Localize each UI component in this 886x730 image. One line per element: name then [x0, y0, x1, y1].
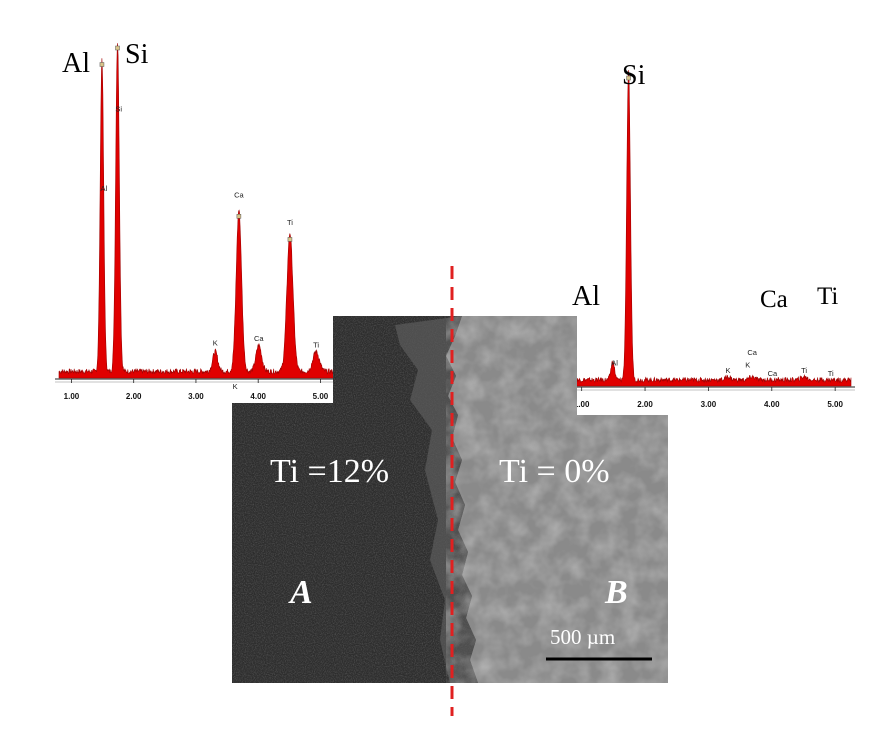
peak-marker-ti [287, 237, 293, 242]
x-tick-label: 4.00 [764, 400, 780, 409]
spectrum-a-plot: 1.00 2.00 3.00 4.00 5.00 Al Si Ca K Ti K Ca Ti [55, 43, 340, 401]
peak-label-ti: Ti [801, 366, 807, 375]
peak-label-ca: Ca [768, 369, 778, 378]
peak-label-k: K [745, 361, 750, 370]
x-tick-label: 1.00 [574, 400, 590, 409]
peak-label-k: K [726, 366, 731, 375]
spectrum-b: 1.00 2.00 3.00 4.00 5.00 Al Ca K K Ca Ti Ti [565, 60, 855, 415]
x-tick-label: 5.00 [827, 400, 843, 409]
spectrum-a-label-si: Si [125, 39, 149, 70]
spectrum-b-plot: 1.00 2.00 3.00 4.00 5.00 Al Ca K K Ca Ti Ti [565, 70, 855, 409]
x-tick-label: 2.00 [126, 392, 142, 401]
x-tick-label: 1.00 [64, 392, 80, 401]
spectrum-a: 1.00 2.00 3.00 4.00 5.00 Al Si Ca K Ti K Ca Ti [55, 40, 340, 410]
x-tick-label: 2.00 [637, 400, 653, 409]
region-b-label: B [605, 574, 628, 611]
spectrum-b-label-ca: Ca [760, 286, 788, 313]
sem-transition-band [395, 316, 478, 683]
peak-label-k: K [213, 339, 218, 348]
peak-marker-ca [236, 214, 242, 219]
peak-label-ti: Ti [313, 341, 319, 350]
spectrum-fill [58, 43, 337, 379]
spectrum-fill [568, 70, 852, 387]
region-a-label: A [290, 574, 313, 611]
peak-label-ca: Ca [234, 191, 244, 200]
x-tick-label: 3.00 [701, 400, 717, 409]
peak-label-si: Si [115, 105, 122, 114]
spectrum-b-label-ti: Ti [817, 283, 839, 310]
x-tick-label: 5.00 [313, 392, 329, 401]
left-ti-label: Ti =12% [270, 453, 390, 490]
peak-marker-al [99, 62, 105, 67]
peak-marker-si [626, 75, 631, 81]
peak-label-k: K [233, 382, 238, 391]
peak-label-al: Al [611, 358, 618, 367]
x-tick-label: 3.00 [188, 392, 204, 401]
x-tick-label: 4.00 [250, 392, 266, 401]
peak-label-al: Al [100, 184, 107, 193]
scale-bar-label: 500 µm [550, 625, 616, 649]
peak-label-ti: Ti [828, 369, 834, 378]
peak-marker-si [115, 45, 120, 51]
spectrum-b-label-al: Al [572, 281, 600, 312]
peak-label-ti: Ti [287, 218, 293, 227]
right-ti-label: Ti = 0% [499, 453, 610, 490]
peak-label-ca: Ca [254, 334, 264, 343]
peak-label-ca: Ca [747, 348, 757, 357]
spectrum-b-label-si: Si [622, 60, 646, 91]
spectrum-a-label-al: Al [62, 48, 90, 79]
